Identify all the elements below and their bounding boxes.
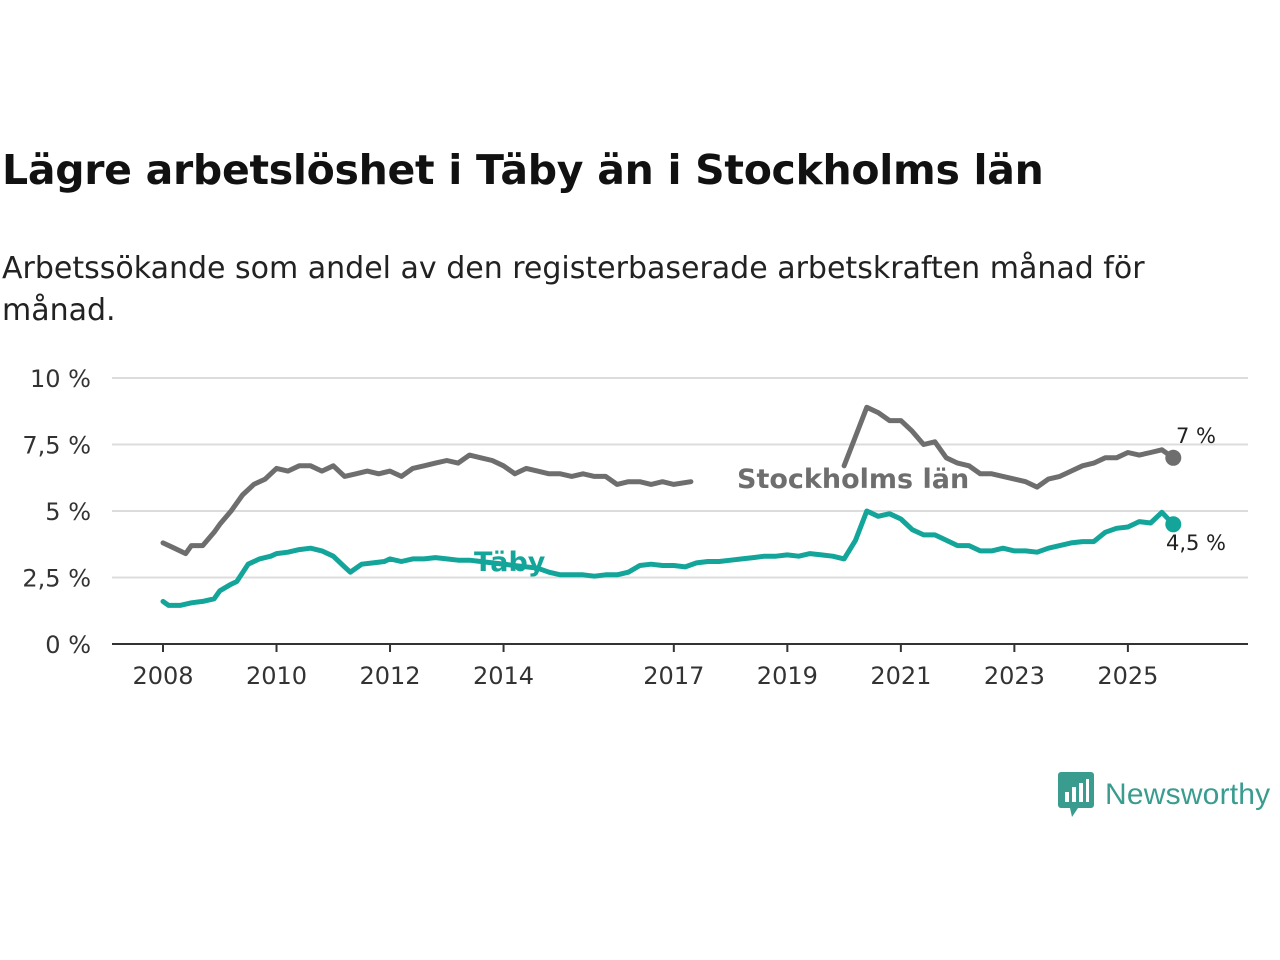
y-tick-label: 5 % (45, 498, 91, 526)
stockholm-series-line (841, 404, 1176, 490)
line-chart: 0 % 2,5 % 5 % 7,5 % 10 % 2008 2010 2012 2014 201… (22, 365, 1248, 690)
x-tick-label: 2025 (1097, 662, 1158, 690)
x-tick-label: 2012 (359, 662, 420, 690)
x-tick-label: 2021 (870, 662, 931, 690)
taby-series-line (160, 508, 1176, 608)
y-tick-label: 10 % (30, 365, 91, 393)
taby-series-label: Täby (474, 547, 546, 578)
x-tick-label: 2019 (757, 662, 818, 690)
y-tick-label: 0 % (45, 631, 91, 659)
bar-chart-speech-bubble-icon (1058, 772, 1094, 817)
taby-end-point (1165, 516, 1182, 533)
newsworthy-logo: Newsworthy (1058, 772, 1270, 818)
y-tick-label: 7,5 % (22, 432, 91, 460)
x-tick-label: 2008 (132, 662, 193, 690)
x-tick-label: 2023 (984, 662, 1045, 690)
y-tick-label: 2,5 % (22, 565, 91, 593)
stockholm-end-value-label: 7 % (1176, 424, 1216, 448)
chart-title: Lägre arbetslöshet i Täby än i Stockholm… (2, 146, 1044, 194)
x-tick-label: 2010 (246, 662, 307, 690)
x-tick-label: 2014 (473, 662, 534, 690)
taby-end-value-label: 4,5 % (1166, 531, 1226, 555)
brand-name: Newsworthy (1105, 778, 1271, 811)
chart-subtitle: Arbetssökande som andel av den registerb… (2, 251, 1145, 328)
x-tick-label: 2017 (643, 662, 704, 690)
stockholm-end-point (1165, 449, 1182, 466)
stockholm-series-line (160, 452, 694, 557)
stockholm-series-label: Stockholms län (737, 464, 969, 495)
